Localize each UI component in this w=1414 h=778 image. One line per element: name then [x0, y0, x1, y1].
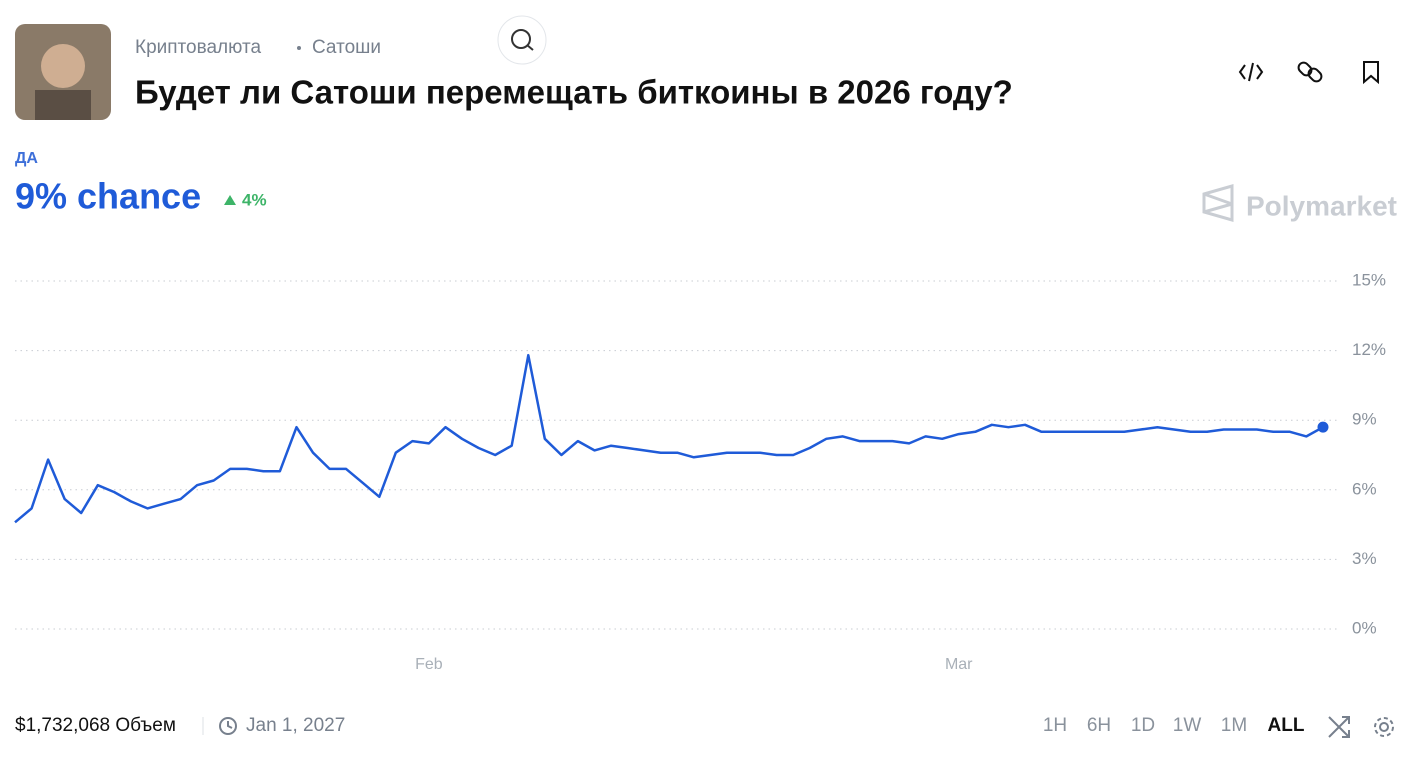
y-tick-label: 12% [1352, 340, 1386, 359]
breadcrumb-category[interactable]: Криптовалюта [135, 37, 261, 58]
range-button[interactable]: 6H [1087, 715, 1111, 736]
range-button[interactable]: 1M [1221, 715, 1247, 736]
avatar-body [35, 90, 91, 120]
change-arrow [224, 195, 236, 205]
range-button[interactable]: ALL [1268, 715, 1305, 736]
y-tick-label: 3% [1352, 549, 1377, 568]
end-date: Jan 1, 2027 [246, 715, 345, 736]
y-tick-label: 0% [1352, 618, 1377, 637]
y-tick-label: 6% [1352, 479, 1377, 498]
y-tick-label: 15% [1352, 270, 1386, 289]
shuffle-button[interactable] [1328, 716, 1350, 738]
clock-icon [219, 717, 237, 735]
brand-name: Polymarket [1246, 190, 1397, 221]
brand-logo [1202, 184, 1234, 222]
breadcrumb-separator [297, 46, 301, 50]
outcome-label: ДА [15, 150, 38, 167]
x-tick-label: Feb [415, 656, 443, 673]
range-button[interactable]: 1H [1043, 715, 1067, 736]
avatar-face [41, 44, 85, 88]
breadcrumb-tag[interactable]: Сатоши [312, 37, 381, 58]
embed-button[interactable] [1238, 62, 1264, 82]
chance-text: 9% chance [15, 176, 201, 217]
x-tick-label: Mar [945, 656, 973, 673]
copy-link-button[interactable] [1297, 61, 1324, 84]
price-chart: 0% 3% 6% 9% 12% 15% Feb Mar [14, 270, 1386, 673]
settings-button[interactable] [1374, 717, 1394, 737]
volume: $1,732,068 Объем [15, 715, 176, 736]
search-button[interactable] [497, 15, 547, 65]
range-button[interactable]: 1D [1131, 715, 1155, 736]
last-point [1317, 421, 1329, 433]
y-tick-label: 9% [1352, 410, 1377, 429]
bookmark-button[interactable] [1363, 61, 1379, 85]
range-selector: 1H 6H 1D 1W 1M ALL [1043, 715, 1305, 736]
range-button[interactable]: 1W [1173, 715, 1202, 736]
price-line [14, 353, 1324, 524]
change-text: 4% [242, 190, 267, 209]
market-title: Будет ли Сатоши перемещать биткоины в 20… [135, 74, 1013, 111]
